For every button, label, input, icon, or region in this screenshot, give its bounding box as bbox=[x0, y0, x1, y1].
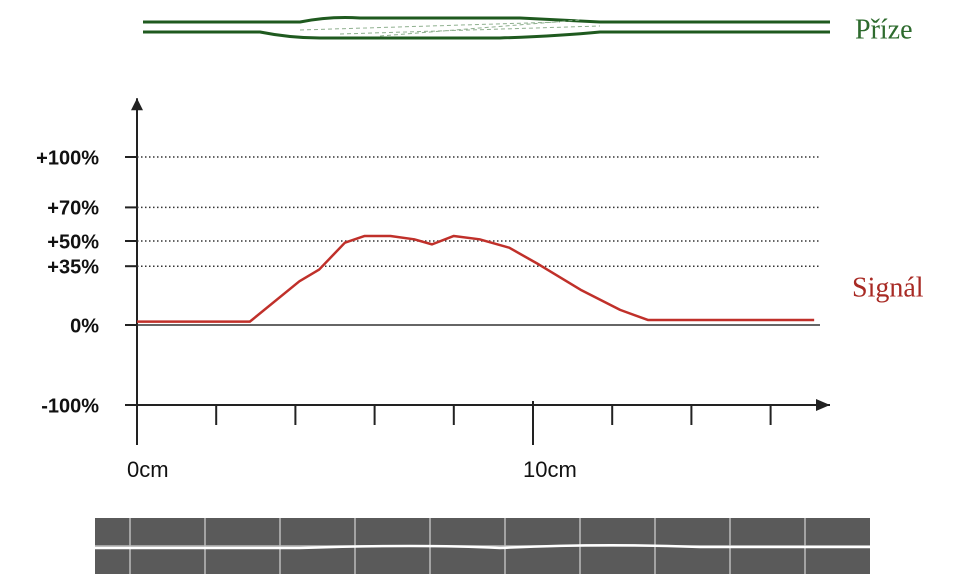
y-tick-label: +100% bbox=[36, 147, 99, 169]
photo-strip bbox=[95, 518, 870, 574]
series-label: Signál bbox=[852, 272, 924, 303]
yarn-edge-top bbox=[143, 18, 830, 23]
x-tick-label: 10cm bbox=[523, 457, 577, 482]
y-tick-label: -100% bbox=[41, 395, 99, 417]
yarn-edge-bottom bbox=[143, 32, 830, 38]
x-axis-arrow bbox=[816, 399, 830, 411]
y-tick-label: +50% bbox=[47, 231, 99, 253]
y-axis-arrow bbox=[131, 98, 143, 110]
x-tick-label: 0cm bbox=[127, 457, 169, 482]
signal-line bbox=[137, 236, 814, 322]
y-tick-label: 0% bbox=[70, 315, 99, 337]
yarn-drawing bbox=[143, 18, 830, 39]
yarn-label: Příze bbox=[855, 14, 913, 45]
y-tick-label: +35% bbox=[47, 256, 99, 278]
yarn-fibres bbox=[300, 20, 600, 36]
chart: Příze Signál -100% 0% +35% +50% +70% +100% 0cm… bbox=[0, 0, 961, 574]
y-tick-label: +70% bbox=[47, 198, 99, 220]
page: Příze Signál -100% 0% +35% +50% +70% +100% 0cm… bbox=[0, 0, 961, 574]
